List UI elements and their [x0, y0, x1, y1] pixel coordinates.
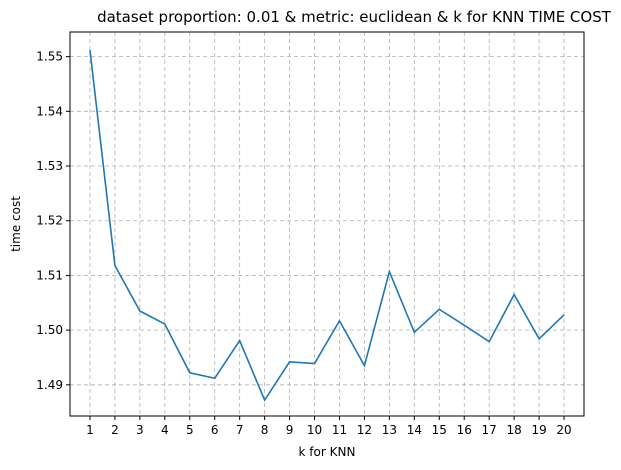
x-tick-label: 4: [161, 423, 169, 437]
x-tick-label: 13: [382, 423, 397, 437]
y-tick-label: 1.54: [36, 104, 63, 118]
x-tick-label: 8: [261, 423, 269, 437]
x-tick-label: 12: [357, 423, 372, 437]
y-axis-label: time cost: [9, 196, 23, 252]
x-tick-label: 10: [307, 423, 322, 437]
x-tick-label: 11: [332, 423, 347, 437]
series-layer: [89, 49, 565, 402]
x-tick-label: 1: [86, 423, 94, 437]
x-axis-label: k for KNN: [299, 445, 356, 459]
y-tick-label: 1.49: [36, 378, 63, 392]
x-tick-label: 20: [556, 423, 571, 437]
plot-frame: [69, 31, 585, 417]
x-tick-label: 15: [432, 423, 447, 437]
y-tick-label: 1.52: [36, 214, 63, 228]
x-tick-label: 19: [531, 423, 546, 437]
x-tick-label: 6: [211, 423, 219, 437]
x-tick-label: 17: [482, 423, 497, 437]
axis-ticks: 1 2 3 4 5 6 7 8 9 10 11 12 13 14 15 16 17 18 19 201.491.501…: [36, 50, 571, 437]
y-tick-label: 1.53: [36, 159, 63, 173]
series-line: [89, 49, 565, 402]
x-tick-label: 3: [136, 423, 144, 437]
x-tick-label: 9: [286, 423, 294, 437]
x-tick-label: 16: [457, 423, 472, 437]
y-tick-label: 1.50: [36, 323, 63, 337]
y-tick-label: 1.51: [36, 268, 63, 282]
x-tick-label: 5: [186, 423, 194, 437]
grid-lines: [70, 32, 584, 416]
x-tick-label: 14: [407, 423, 422, 437]
chart-title: dataset proportion: 0.01 & metric: eucli…: [97, 8, 612, 26]
x-tick-label: 18: [506, 423, 521, 437]
x-tick-label: 2: [111, 423, 119, 437]
x-tick-label: 7: [236, 423, 244, 437]
y-tick-label: 1.55: [36, 50, 63, 64]
